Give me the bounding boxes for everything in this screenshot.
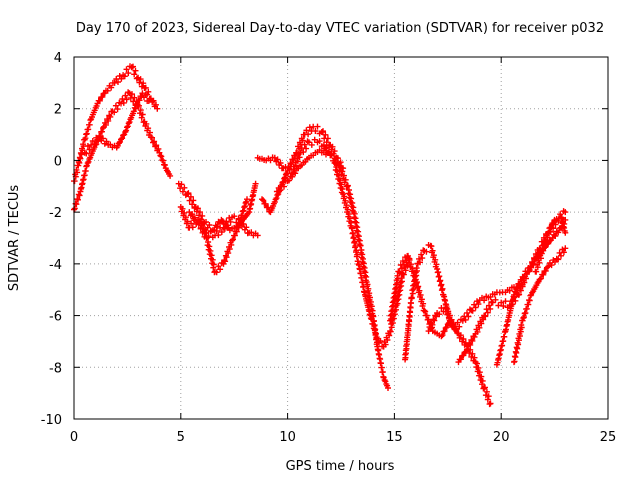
plus-markers <box>259 123 347 216</box>
plus-markers <box>81 90 152 157</box>
series-track-8 <box>259 123 347 216</box>
series-track-13 <box>425 281 526 335</box>
plot-frame <box>73 56 609 420</box>
chart-title: Day 170 of 2023, Sidereal Day-to-day VTE… <box>76 21 604 36</box>
y-axis-label: SDTVAR / TECUs <box>7 185 22 292</box>
y-tick-label: 0 <box>54 154 62 169</box>
y-tick-label: -2 <box>49 206 62 221</box>
series-track-15 <box>493 208 569 368</box>
x-tick-label: 0 <box>70 430 78 445</box>
plus-markers <box>186 209 261 241</box>
axis-ticks: 0 5 10 15 20 25 -10 -8 -6 -4 -2 0 2 4 <box>41 51 617 445</box>
plus-markers <box>493 208 569 368</box>
plus-markers <box>511 245 569 366</box>
x-tick-label: 15 <box>386 430 403 445</box>
y-tick-label: -4 <box>49 258 62 273</box>
series-track-3 <box>81 90 152 157</box>
series-track-12 <box>402 242 460 363</box>
y-tick-label: -6 <box>49 310 62 325</box>
series-track-16 <box>511 245 569 366</box>
y-tick-label: -8 <box>49 361 62 376</box>
x-tick-label: 5 <box>177 430 185 445</box>
plus-markers <box>532 214 569 275</box>
plus-markers <box>273 147 391 391</box>
series-track-6 <box>186 209 261 241</box>
plus-markers <box>425 281 526 335</box>
x-tick-label: 10 <box>279 430 296 445</box>
series-track-9 <box>273 147 391 391</box>
y-tick-label: 2 <box>54 103 62 118</box>
series-track-17 <box>532 214 569 275</box>
y-tick-label: -10 <box>41 413 62 428</box>
x-tick-label: 20 <box>493 430 510 445</box>
data-marks <box>71 63 569 408</box>
y-tick-label: 4 <box>54 51 62 66</box>
plus-markers <box>402 242 460 363</box>
x-axis-label: GPS time / hours <box>286 459 395 474</box>
x-tick-label: 25 <box>600 430 617 445</box>
